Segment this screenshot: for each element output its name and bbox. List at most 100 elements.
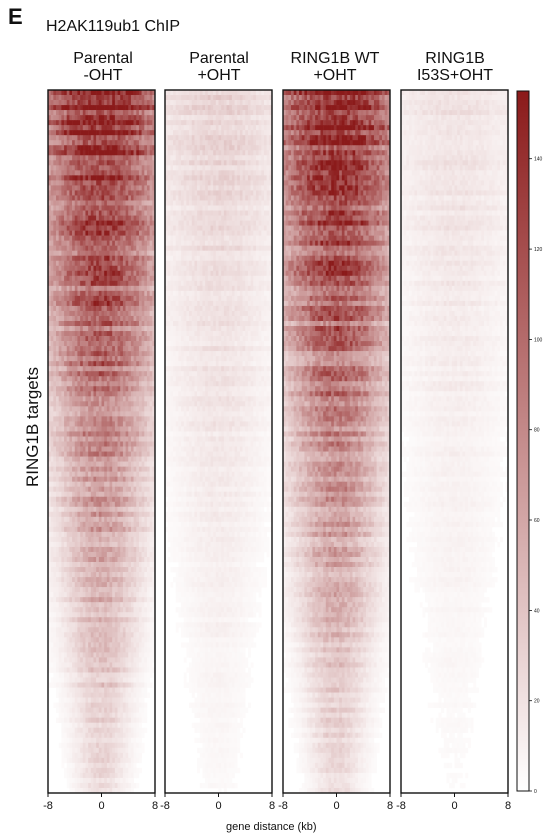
heatmap-cell: [66, 195, 70, 201]
heatmap-cell: [61, 466, 65, 472]
heatmap-cell: [109, 541, 113, 548]
heatmap-cell: [64, 320, 68, 327]
heatmap-cell: [88, 481, 92, 487]
heatmap-cell: [56, 416, 59, 422]
heatmap-cell: [64, 446, 68, 452]
heatmap-cell: [138, 130, 142, 136]
heatmap-cell: [112, 300, 116, 307]
heatmap-cell: [152, 300, 156, 307]
heatmap-cell: [53, 391, 57, 397]
heatmap-cell: [114, 280, 118, 287]
heatmap-cell: [96, 622, 100, 628]
heatmap-cell: [69, 546, 73, 553]
heatmap-cell: [69, 431, 73, 437]
heatmap-cell: [128, 150, 132, 156]
heatmap-cell: [149, 501, 153, 508]
heatmap-cell: [138, 326, 142, 332]
heatmap-cell: [146, 446, 150, 452]
heatmap-cell: [138, 240, 142, 246]
heatmap-cell: [128, 607, 132, 613]
heatmap-cell: [152, 110, 156, 116]
heatmap-cell: [53, 215, 57, 221]
heatmap-cell: [104, 531, 108, 538]
heatmap-cell: [149, 180, 153, 186]
heatmap-cell: [98, 190, 102, 196]
heatmap-cell: [106, 461, 110, 467]
heatmap-cell: [77, 582, 81, 588]
heatmap-cell: [72, 582, 76, 588]
heatmap-cell: [104, 260, 108, 267]
heatmap-cell: [128, 441, 132, 447]
heatmap-cell: [98, 486, 102, 493]
heatmap-cell: [109, 376, 113, 382]
heatmap-cell: [50, 145, 54, 151]
heatmap-cell: [80, 245, 84, 251]
heatmap-cell: [122, 270, 126, 277]
heatmap-cell: [101, 617, 105, 623]
heatmap-cell: [82, 190, 86, 196]
heatmap-cell: [74, 516, 78, 523]
heatmap-cell: [122, 642, 126, 648]
heatmap-cell: [50, 326, 54, 332]
heatmap-cell: [120, 672, 124, 678]
heatmap-cell: [93, 702, 97, 708]
heatmap-cell: [66, 441, 70, 447]
heatmap-cell: [61, 180, 65, 186]
heatmap-cell: [66, 115, 70, 121]
heatmap-cell: [82, 205, 86, 211]
heatmap-cell: [109, 572, 113, 578]
heatmap-cell: [82, 496, 86, 503]
heatmap-cell: [85, 632, 89, 638]
heatmap-cell: [66, 280, 70, 287]
heatmap-cell: [48, 572, 51, 578]
heatmap-cell: [125, 582, 129, 588]
heatmap-cell: [90, 280, 94, 287]
heatmap-cell: [69, 592, 73, 598]
heatmap-cell: [130, 421, 134, 427]
heatmap-cell: [85, 451, 89, 457]
heatmap-cell: [128, 356, 132, 362]
heatmap-cell: [106, 245, 110, 251]
heatmap-cell: [96, 682, 100, 688]
heatmap-cell: [152, 305, 156, 312]
heatmap-cell: [152, 326, 156, 332]
heatmap-cell: [50, 436, 54, 442]
heatmap-cell: [82, 235, 86, 241]
heatmap-cell: [61, 356, 65, 362]
heatmap-cell: [101, 446, 105, 452]
heatmap-cell: [144, 165, 148, 171]
heatmap-cell: [117, 436, 121, 442]
heatmap-cell: [98, 551, 102, 558]
heatmap-cell: [114, 707, 118, 713]
heatmap-cell: [96, 702, 100, 708]
heatmap-cell: [72, 617, 76, 623]
heatmap-cell: [85, 567, 89, 573]
heatmap-cell: [136, 280, 140, 287]
heatmap-cell: [58, 361, 62, 367]
heatmap-cell: [85, 320, 89, 327]
heatmap-cell: [80, 280, 84, 287]
heatmap-cell: [56, 95, 59, 101]
heatmap-cell: [53, 627, 57, 633]
heatmap-cell: [80, 145, 84, 151]
heatmap-cell: [117, 285, 121, 292]
heatmap-cell: [53, 647, 57, 653]
heatmap-cell: [56, 120, 59, 126]
heatmap-cell: [128, 531, 132, 538]
heatmap-cell: [130, 336, 134, 342]
heatmap-cell: [136, 416, 140, 422]
heatmap-cell: [53, 155, 57, 161]
heatmap-cell: [101, 471, 105, 477]
heatmap-cell: [77, 536, 81, 543]
heatmap-cell: [120, 637, 124, 643]
heatmap-cell: [114, 170, 118, 176]
heatmap-cell: [133, 265, 137, 272]
heatmap-cell: [136, 160, 140, 166]
heatmap-cell: [64, 205, 68, 211]
heatmap-cell: [138, 105, 142, 111]
heatmap-cell: [98, 546, 102, 553]
heatmap-cell: [74, 205, 78, 211]
heatmap-cell: [144, 642, 148, 648]
heatmap-cell: [133, 486, 137, 493]
heatmap-cell: [98, 235, 102, 241]
